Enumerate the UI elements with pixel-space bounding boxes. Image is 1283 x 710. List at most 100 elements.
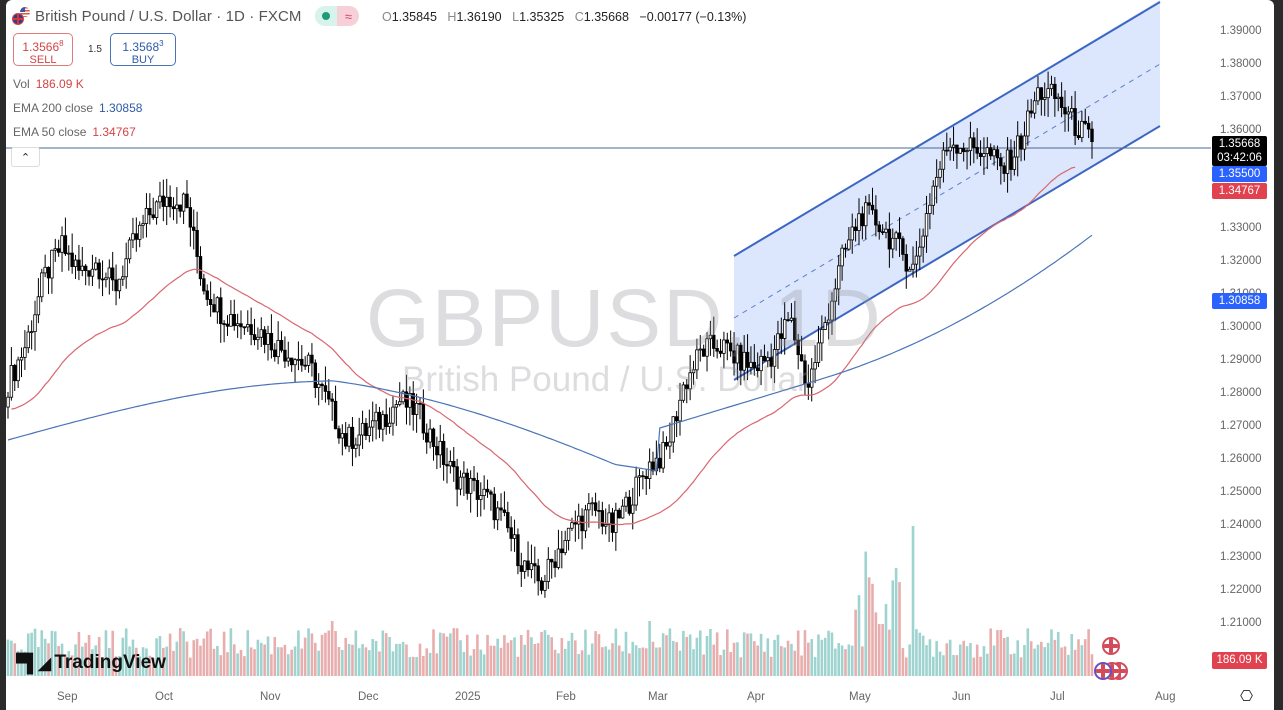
buy-button[interactable]: 1.35683 BUY	[110, 33, 176, 66]
volume-bar	[354, 630, 358, 676]
candle-body	[246, 324, 250, 328]
candle-body	[951, 144, 956, 148]
sell-button[interactable]: 1.35668 SELL	[13, 33, 73, 66]
volume-bar	[557, 653, 560, 676]
candle-body	[229, 314, 233, 327]
candle-body	[1029, 110, 1033, 114]
candle-body	[823, 322, 827, 330]
volume-label: Vol	[13, 77, 30, 91]
candle-body	[918, 246, 922, 257]
candle-body	[779, 333, 784, 339]
candle-body	[212, 304, 216, 313]
candle-body	[56, 248, 61, 253]
volume-bar	[151, 657, 155, 676]
open-value: 1.35845	[391, 10, 437, 24]
volume-bar	[793, 650, 797, 676]
volume-bar	[314, 642, 317, 676]
collapse-legend-button[interactable]: ⌃	[11, 147, 40, 167]
time-tick-label: Dec	[358, 691, 379, 703]
candle-body	[580, 515, 584, 532]
price-tick-label: 1.21000	[1220, 617, 1262, 630]
volume-bar	[523, 644, 526, 676]
candle-body	[83, 265, 88, 272]
volume-bar	[638, 648, 641, 676]
candle-body	[735, 344, 740, 364]
volume-bar	[229, 628, 233, 676]
volume-bar	[391, 651, 395, 676]
economic-event-gbp-icon[interactable]	[1102, 637, 1120, 655]
candle-body	[907, 268, 912, 272]
volume-bar	[449, 633, 452, 676]
candle-body	[171, 206, 176, 210]
candle-body	[877, 224, 881, 233]
volume-bar	[1036, 644, 1040, 676]
market-status[interactable]: ≈	[315, 6, 360, 26]
candle-body	[965, 150, 969, 153]
volume-bar	[530, 637, 533, 676]
volume-bar	[1023, 645, 1026, 676]
volume-bar	[479, 649, 483, 676]
volume-bar	[162, 647, 165, 676]
volume-bar	[216, 645, 219, 676]
candle-body	[364, 422, 368, 437]
economic-event-gbp-icon[interactable]	[1094, 662, 1112, 680]
price-chart[interactable]	[6, 0, 1274, 710]
volume-bar	[509, 640, 513, 676]
volume-bar	[830, 632, 834, 676]
volume-bar	[1033, 648, 1036, 676]
candle-body	[506, 512, 510, 529]
volume-bar	[1063, 646, 1067, 676]
candle-body	[141, 223, 145, 226]
candle-body	[374, 411, 378, 422]
volume-bar	[840, 645, 844, 676]
volume-bar	[577, 653, 581, 676]
volume-bar	[26, 633, 30, 676]
buy-price-pipette: 3	[159, 39, 164, 48]
volume-bar	[64, 654, 67, 676]
volume-bar	[16, 651, 20, 676]
legend-ema200[interactable]: EMA 200 close 1.30858	[13, 101, 142, 115]
symbol-header[interactable]: British Pound / U.S. Dollar · 1D · FXCM …	[12, 6, 360, 26]
candle-body	[691, 369, 696, 374]
candle-body	[107, 267, 112, 279]
candle-body	[202, 278, 206, 292]
volume-bar	[688, 634, 692, 676]
candle-body	[127, 239, 132, 260]
volume-bar	[540, 632, 543, 676]
volume-bar	[1026, 628, 1030, 676]
volume-bar	[989, 628, 992, 676]
volume-bar	[205, 631, 209, 676]
volume-bar	[175, 641, 179, 676]
volume-bar	[290, 649, 293, 676]
price-tick-label: 1.29000	[1220, 354, 1262, 366]
volume-bar	[516, 656, 520, 676]
candle-body	[371, 420, 375, 428]
volume-bar	[1016, 640, 1020, 676]
candle-body	[985, 147, 990, 155]
tradingview-logo[interactable]: ▀▌◢ TradingView	[16, 652, 166, 674]
volume-bar	[999, 629, 1003, 676]
volume-bar	[533, 644, 537, 676]
legend-volume[interactable]: Vol 186.09 K	[13, 77, 84, 91]
volume-bar	[101, 656, 104, 676]
candle-body	[992, 149, 996, 157]
candle-body	[452, 461, 456, 468]
volume-bar	[442, 633, 445, 676]
candle-body	[121, 276, 125, 280]
change-value: −0.00177 (−0.13%)	[639, 10, 747, 24]
channel-upper-line	[733, 1, 1161, 257]
candle-body	[310, 354, 314, 364]
volume-bar	[455, 628, 459, 676]
volume-bar	[935, 641, 938, 676]
symbol-title[interactable]: British Pound / U.S. Dollar · 1D · FXCM	[35, 7, 302, 25]
price-tick-label: 1.39000	[1220, 25, 1262, 37]
candle-body	[938, 168, 942, 178]
volume-bar	[506, 642, 510, 676]
ema200-label: EMA 200 close	[13, 101, 94, 115]
candle-body	[428, 428, 432, 443]
chart-settings-gear-icon[interactable]: ⎔	[1240, 688, 1254, 705]
candle-body	[837, 265, 841, 290]
volume-bar	[67, 651, 71, 676]
legend-ema50[interactable]: EMA 50 close 1.34767	[13, 125, 136, 139]
volume-bar	[84, 642, 87, 676]
